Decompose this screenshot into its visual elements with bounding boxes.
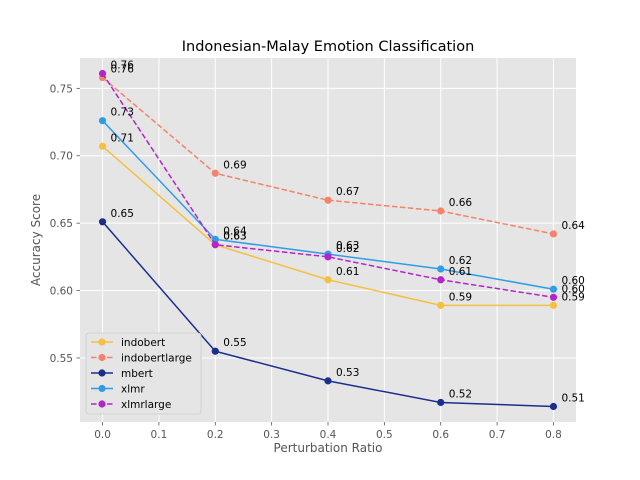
data-label-xlmr: 0.62 — [449, 255, 472, 267]
data-label-xlmrlarge: 0.63 — [223, 231, 246, 243]
legend-label-indobertlarge: indobertlarge — [121, 353, 192, 365]
data-label-indobert: 0.61 — [336, 266, 359, 278]
data-label-mbert: 0.65 — [111, 208, 134, 220]
x-axis-label: Perturbation Ratio — [274, 441, 383, 455]
data-point-mbert — [437, 398, 445, 407]
data-point-indobert — [98, 142, 107, 150]
x-tick-label: 0.0 — [94, 429, 111, 441]
x-tick-label: 0.1 — [151, 429, 168, 441]
data-label-xlmr: 0.64 — [223, 225, 247, 237]
x-tick-label: 0.3 — [263, 429, 280, 441]
data-point-indobert — [549, 301, 558, 309]
legend-marker-xlmrlarge — [98, 400, 106, 408]
y-tick-label: 0.60 — [50, 286, 73, 298]
data-label-xlmr: 0.60 — [561, 275, 584, 287]
data-label-indobertlarge: 0.69 — [223, 159, 246, 171]
legend-marker-xlmr — [98, 384, 106, 393]
data-point-xlmr — [437, 265, 445, 273]
data-label-xlmr: 0.63 — [336, 240, 359, 252]
data-point-xlmr — [549, 285, 558, 293]
data-label-indobert: 0.71 — [111, 132, 134, 144]
data-point-xlmrlarge — [549, 293, 558, 301]
legend-label-xlmr: xlmr — [121, 384, 145, 396]
data-point-mbert — [324, 377, 332, 385]
chart-title: Indonesian-Malay Emotion Classification — [182, 39, 475, 55]
data-labels: 0.71 0.63 0.61 0.59 0.59 0.76 0.69 0.67 0.66 0.64… — [111, 60, 586, 405]
legend-label-xlmrlarge: xlmrlarge — [121, 399, 171, 411]
x-tick-label: 0.8 — [545, 429, 562, 441]
data-label-xlmr: 0.73 — [111, 107, 134, 119]
y-tick-label: 0.70 — [50, 151, 73, 163]
data-label-indobert: 0.59 — [561, 291, 584, 303]
data-label-indobertlarge: 0.76 — [111, 64, 135, 76]
data-label-xlmrlarge: 0.62 — [336, 243, 359, 255]
data-label-xlmrlarge: 0.76 — [111, 60, 135, 72]
legend-marker-indobert — [98, 338, 106, 346]
series-line-xlmrlarge — [101, 73, 554, 299]
data-point-xlmrlarge — [437, 276, 445, 284]
y-tick-label: 0.55 — [50, 353, 73, 365]
legend: indobert indobertlarge mbert xlmr xlmrlarge — [85, 332, 202, 415]
data-label-mbert: 0.55 — [223, 337, 246, 349]
y-tick-label: 0.65 — [50, 218, 73, 230]
data-label-mbert: 0.52 — [449, 388, 472, 400]
x-tick-label: 0.2 — [207, 429, 224, 441]
data-label-xlmrlarge: 0.60 — [561, 283, 584, 295]
x-tick-label: 0.5 — [376, 429, 393, 441]
legend-label-mbert: mbert — [121, 368, 153, 380]
legend-marker-indobertlarge — [98, 353, 106, 362]
y-tick-label: 0.75 — [50, 83, 73, 95]
data-point-mbert — [549, 402, 558, 411]
data-point-indobert — [437, 301, 445, 309]
data-point-xlmrlarge — [324, 253, 332, 261]
data-point-xlmr — [98, 117, 107, 125]
data-point-indobertlarge — [549, 230, 558, 238]
data-label-mbert: 0.51 — [561, 392, 584, 404]
data-point-xlmrlarge — [98, 69, 107, 78]
data-point-xlmrlarge — [211, 241, 219, 249]
series-layer — [98, 69, 558, 411]
data-point-indobertlarge — [324, 196, 332, 204]
data-label-xlmrlarge: 0.61 — [449, 266, 472, 278]
data-point-indobert — [324, 276, 332, 284]
data-label-mbert: 0.53 — [336, 367, 359, 379]
axis-ticks: 0.0 0.1 0.2 0.3 0.4 0.5 0.6 0.7 0.8 0.55 0.60 0.65 0… — [50, 83, 562, 441]
data-label-indobertlarge: 0.64 — [561, 220, 585, 232]
data-label-indobertlarge: 0.66 — [449, 197, 473, 209]
data-point-indobertlarge — [437, 207, 445, 215]
legend-label-indobert: indobert — [121, 337, 165, 349]
x-tick-label: 0.6 — [432, 429, 449, 441]
data-label-indobert: 0.63 — [223, 231, 246, 243]
y-axis-label: Accuracy Score — [29, 194, 43, 286]
data-label-indobert: 0.59 — [449, 291, 472, 303]
data-label-indobertlarge: 0.67 — [336, 186, 359, 198]
x-tick-label: 0.7 — [489, 429, 506, 441]
legend-box — [85, 332, 202, 415]
legend-marker-mbert — [98, 369, 106, 377]
data-point-mbert — [98, 218, 107, 226]
series-line-indobertlarge — [102, 76, 554, 235]
x-tick-label: 0.4 — [320, 429, 337, 441]
data-point-indobertlarge — [211, 169, 219, 177]
data-point-mbert — [211, 347, 219, 355]
